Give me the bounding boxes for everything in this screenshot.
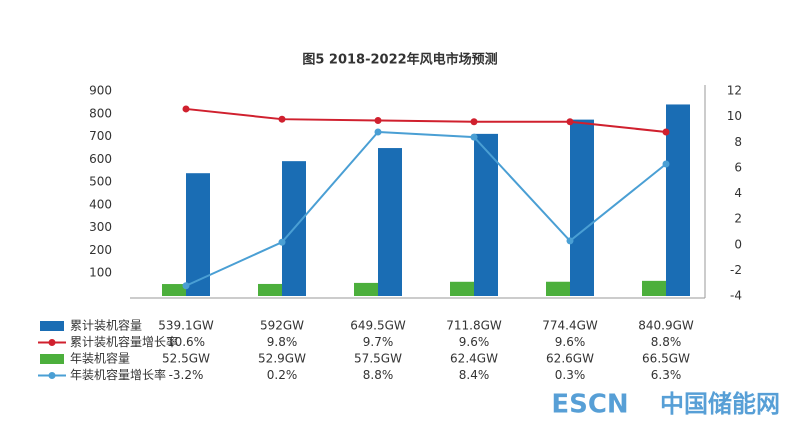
y-tick-label: 900 — [89, 84, 112, 98]
table-cell: 592GW — [260, 319, 304, 333]
table-cell: -3.2% — [169, 368, 204, 382]
point — [374, 116, 382, 124]
y-tick-label: 100 — [89, 266, 112, 280]
table-cell: 774.4GW — [542, 319, 598, 333]
table-cell: 6.3% — [651, 368, 682, 382]
point — [662, 128, 670, 136]
bar — [354, 282, 378, 296]
point — [278, 238, 286, 246]
bar — [474, 133, 498, 296]
watermark: 中国储能网 — [660, 390, 780, 418]
bar — [162, 284, 186, 296]
point — [662, 160, 670, 168]
bar — [450, 281, 474, 296]
point — [470, 118, 478, 126]
table-cell: 52.9GW — [258, 352, 306, 366]
point — [470, 133, 478, 141]
y2-tick-label: 4 — [734, 186, 742, 200]
line — [185, 107, 667, 133]
bar — [642, 280, 666, 296]
y-tick-label: 300 — [89, 220, 112, 234]
point — [566, 118, 574, 126]
table-cell: 57.5GW — [354, 352, 402, 366]
table-cell: 9.8% — [267, 335, 298, 349]
table-cell: 0.3% — [555, 368, 586, 382]
table-cell: 9.7% — [363, 335, 394, 349]
legend-label: 累计装机容量增长率 — [70, 334, 178, 349]
y-tick-label: 200 — [89, 243, 112, 257]
point — [278, 115, 286, 123]
watermark: ESCN — [551, 390, 628, 420]
bar — [258, 283, 282, 296]
bar — [186, 173, 210, 296]
y-tick-label: 500 — [89, 175, 112, 189]
y2-tick-label: 6 — [734, 160, 742, 174]
y-tick-label: 800 — [89, 106, 112, 120]
chart-title: 图5 2018-2022年风电市场预测 — [302, 52, 497, 68]
table-cell: 9.6% — [555, 335, 586, 349]
line — [185, 130, 667, 287]
point — [182, 282, 190, 290]
point — [374, 128, 382, 136]
table-cell: 9.6% — [459, 335, 490, 349]
table-cell: 66.5GW — [642, 352, 690, 366]
table-cell: 62.6GW — [546, 352, 594, 366]
y2-tick-label: 8 — [734, 135, 742, 149]
table-cell: 0.2% — [267, 368, 298, 382]
point — [182, 105, 190, 113]
legend-label: 年装机容量 — [70, 351, 130, 366]
legend-swatch — [40, 321, 64, 331]
y2-tick-label: -2 — [730, 263, 742, 277]
table-cell: 10.6% — [167, 335, 205, 349]
legend-label: 累计装机容量 — [70, 318, 142, 333]
table-cell: 711.8GW — [446, 319, 502, 333]
table-cell: 649.5GW — [350, 319, 406, 333]
legend-swatch — [40, 354, 64, 364]
legend-swatch — [48, 339, 56, 346]
y2-tick-label: 0 — [734, 237, 742, 251]
table-cell: 8.4% — [459, 368, 490, 382]
bar — [546, 281, 570, 296]
legend-label: 年装机容量增长率 — [70, 367, 166, 382]
y2-tick-label: 2 — [734, 212, 742, 226]
bar — [570, 119, 594, 296]
table-cell: 52.5GW — [162, 352, 210, 366]
table-cell: 539.1GW — [158, 319, 214, 333]
point — [566, 237, 574, 245]
y-tick-label: 700 — [89, 129, 112, 143]
table-cell: 8.8% — [651, 335, 682, 349]
bar — [378, 148, 402, 296]
table-cell: 62.4GW — [450, 352, 498, 366]
y-tick-label: 400 — [89, 197, 112, 211]
legend-swatch — [48, 372, 56, 379]
y2-tick-label: 10 — [727, 109, 742, 123]
y2-tick-label: 12 — [727, 84, 742, 98]
table-cell: 840.9GW — [638, 319, 694, 333]
y2-tick-label: -4 — [730, 289, 742, 303]
table-cell: 8.8% — [363, 368, 394, 382]
y-tick-label: 600 — [89, 152, 112, 166]
bar — [666, 104, 690, 296]
